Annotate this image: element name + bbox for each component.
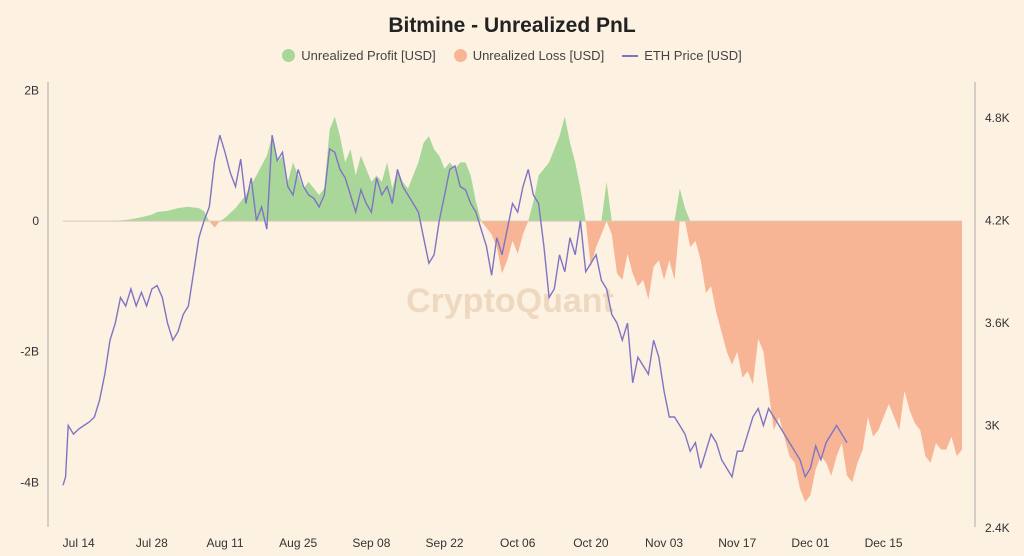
legend-label-eth: ETH Price [USD] [644,48,742,63]
x-tick-label: Sep 22 [426,536,464,550]
x-tick-label: Aug 11 [206,536,243,550]
legend-item-loss[interactable]: Unrealized Loss [USD] [453,48,605,63]
right-tick-label: 2.4K [985,521,1010,535]
x-tick-label: Dec 01 [791,536,829,550]
eth-price-line [62,134,848,486]
left-tick-label: -4B [20,475,39,489]
right-tick-label: 4.2K [985,214,1010,228]
legend-label-profit: Unrealized Profit [USD] [301,48,436,63]
eth-line-group [62,134,848,486]
legend-label-loss: Unrealized Loss [USD] [472,48,605,63]
axis-ticks: 2B 0 -2B -4B 4.8K 4.2K 3.6K 3K 2.4K Jul 14 Jul 28 A… [20,84,1009,550]
unrealized-loss-area [110,221,962,502]
x-tick-label: Sep 08 [352,536,390,550]
legend-swatch-profit [282,49,296,62]
pnl-area-group [63,116,962,502]
left-tick-label: 2B [24,84,39,98]
right-tick-label: 3K [985,419,1000,433]
legend-item-eth[interactable]: ETH Price [USD] [622,48,742,63]
legend-item-profit[interactable]: Unrealized Profit [USD] [282,48,436,63]
x-tick-label: Oct 20 [573,536,609,550]
right-tick-label: 3.6K [985,316,1010,330]
x-tick-label: Dec 15 [865,536,903,550]
right-tick-label: 4.8K [985,111,1010,125]
x-tick-label: Nov 17 [718,536,756,550]
x-tick-label: Oct 06 [500,536,536,550]
left-tick-label: 0 [32,214,39,228]
x-tick-label: Aug 25 [279,536,317,550]
x-tick-label: Jul 14 [63,536,95,550]
legend: Unrealized Profit [USD] Unrealized Loss … [0,48,1024,63]
left-tick-label: -2B [20,345,39,359]
legend-swatch-eth [622,54,639,57]
chart-title: Bitmine - Unrealized PnL [388,14,636,37]
watermark: CryptoQuant [406,282,614,320]
legend-swatch-loss [453,49,467,62]
x-tick-label: Jul 28 [136,536,168,550]
unrealized-profit-area [110,116,962,222]
x-tick-label: Nov 03 [645,536,683,550]
